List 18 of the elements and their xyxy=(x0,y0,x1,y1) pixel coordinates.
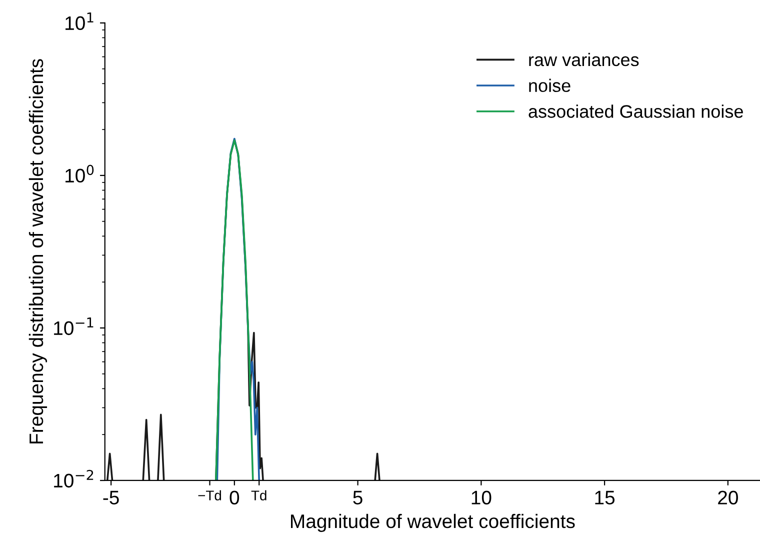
y-tick-label: 10$^{−1}$ xyxy=(54,318,94,336)
legend-label: raw variances xyxy=(529,52,639,66)
legend-label: associated Gaussian noise xyxy=(528,104,743,118)
y-axis-title: Frequency distribution of wavelet coefficients xyxy=(28,59,48,444)
x-tick-label: 0 xyxy=(230,490,240,504)
line-series xyxy=(215,139,254,480)
x-tick-label: -5 xyxy=(103,490,119,504)
x-tick-label: 5 xyxy=(353,490,362,504)
x-tick-label: −Td xyxy=(198,490,222,500)
legend-label: noise xyxy=(529,78,570,92)
x-tick-label: 20 xyxy=(718,490,738,504)
y-tick-label: 10$^{−2}$ xyxy=(54,470,94,488)
y-tick-label: 10$^{0}$ xyxy=(66,164,94,183)
y-tick-label: 10$^{1}$ xyxy=(66,12,94,30)
x-tick-label: 15 xyxy=(595,490,615,504)
x-tick-label: Td xyxy=(251,490,266,500)
x-axis-title: Magnitude of wavelet coefficients xyxy=(291,514,575,532)
x-tick-label: 10 xyxy=(472,490,492,504)
